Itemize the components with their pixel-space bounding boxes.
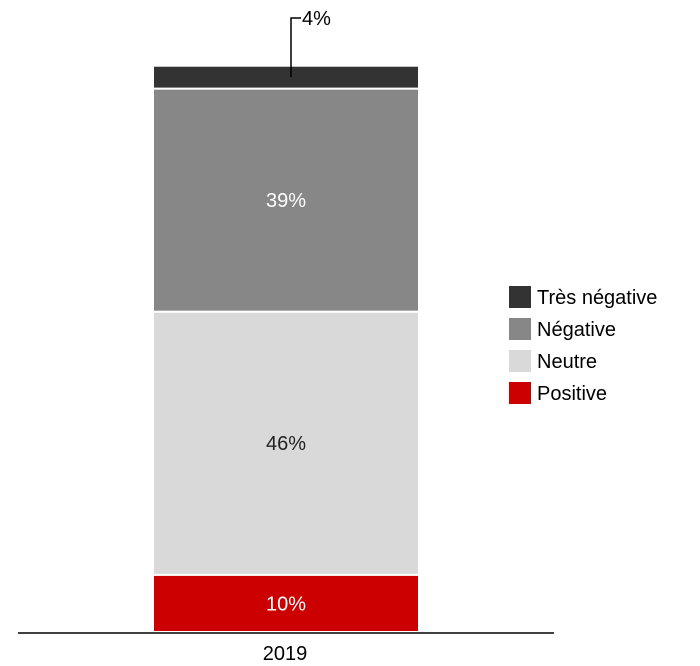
bar-segment-positive bbox=[152, 573, 420, 633]
bar-segment-neutre bbox=[152, 310, 420, 576]
data-label-tres-negative: 4% bbox=[302, 8, 331, 30]
legend-label-positive: Positive bbox=[537, 383, 607, 405]
legend-swatch-negative bbox=[509, 318, 531, 340]
legend: Très négative Négative Neutre Positive bbox=[509, 286, 657, 405]
data-label-negative: 39% bbox=[266, 190, 306, 212]
x-tick-label: 2019 bbox=[263, 643, 308, 665]
legend-swatch-neutre bbox=[509, 350, 531, 372]
legend-swatch-positive bbox=[509, 382, 531, 404]
data-label-positive: 10% bbox=[266, 593, 306, 615]
legend-label-tres-negative: Très négative bbox=[537, 287, 657, 309]
bar-stack bbox=[152, 64, 420, 633]
data-label-neutre: 46% bbox=[266, 433, 306, 455]
legend-label-negative: Négative bbox=[537, 319, 616, 341]
callout-leader-line bbox=[290, 17, 301, 78]
data-labels: 10% 46% 39% 4% bbox=[266, 8, 331, 615]
legend-swatch-tres-negative bbox=[509, 286, 531, 308]
legend-label-neutre: Neutre bbox=[537, 351, 597, 373]
bar-segment-tres-negative bbox=[152, 64, 420, 90]
